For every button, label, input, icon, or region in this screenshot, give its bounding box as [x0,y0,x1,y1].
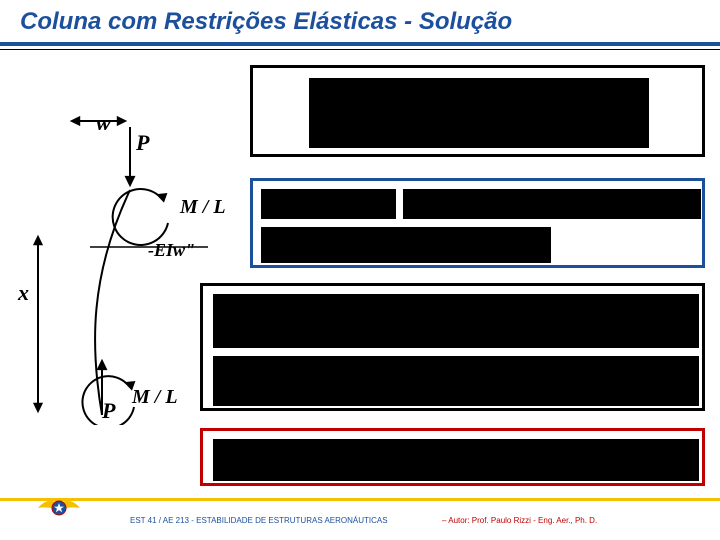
label-ML_top: M / L [180,196,226,219]
footer-left: EST 41 / AE 213 - ESTABILIDADE DE ESTRUT… [130,516,388,525]
column-diagram [30,115,240,425]
page-title: Coluna com Restrições Elásticas - Soluçã… [20,8,512,36]
label-x: x [18,280,29,306]
content-box-3-bar-0 [213,439,699,481]
content-box-1 [250,178,705,268]
label-EIw: -EIw" [148,240,195,261]
content-box-1-bar-2 [261,227,551,263]
label-P_top: P [136,130,149,156]
content-box-0-fill [309,78,649,148]
footer-right: – Autor: Prof. Paulo Rizzi - Eng. Aer., … [442,516,597,525]
content-box-3 [200,428,705,486]
content-box-2-bar-1 [213,356,699,406]
content-box-2-bar-0 [213,294,699,348]
content-box-1-bar-0 [261,189,396,219]
content-box-2 [200,283,705,411]
label-ML_bot: M / L [132,386,178,409]
label-P_bot: P [102,398,115,424]
content-box-0 [250,65,705,157]
org-logo [36,492,82,520]
content-box-1-bar-1 [403,189,701,219]
title-rule-thin [0,49,720,50]
footer-rule [0,498,720,501]
title-rule-thick [0,42,720,46]
label-w: w [96,110,111,136]
